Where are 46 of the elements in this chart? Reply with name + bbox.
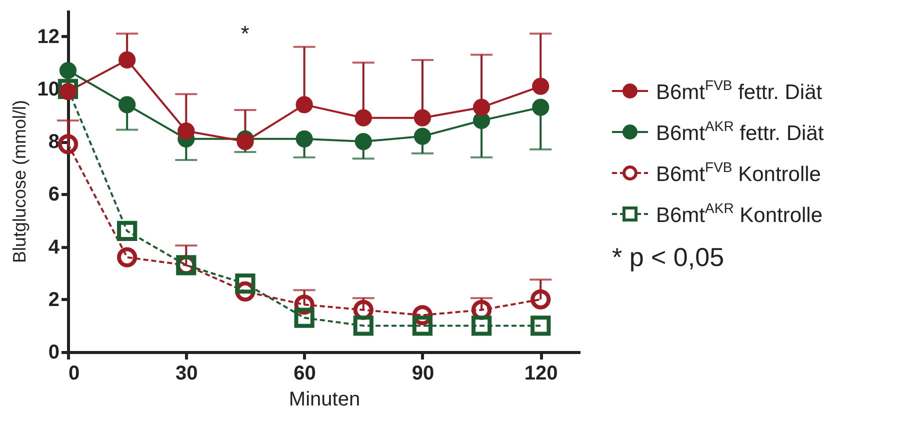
point <box>354 132 372 150</box>
point <box>472 98 490 116</box>
point <box>412 316 433 336</box>
y-tick-label: 6 <box>48 184 60 206</box>
point <box>235 274 256 294</box>
point <box>178 122 195 140</box>
x-tick-label: 90 <box>412 362 434 384</box>
point <box>471 316 492 336</box>
point <box>294 308 314 328</box>
y-tick-label: 4 <box>48 236 60 258</box>
y-tick-label: 10 <box>37 78 60 100</box>
point <box>59 62 77 80</box>
point <box>59 83 77 100</box>
point <box>58 78 78 99</box>
point <box>414 128 432 145</box>
y-tick-label: 8 <box>48 131 60 154</box>
legend-label: B6mt$^{FVB}$ fettr. Diät <box>656 76 822 104</box>
x-tick-label: 60 <box>294 362 316 384</box>
point <box>117 247 138 268</box>
text: * p < 0,05 <box>612 242 726 273</box>
legend-label: B6mt$^{AKR}$ Kontrolle <box>656 200 823 228</box>
point <box>296 96 313 114</box>
legend-label: B6mt$^{FVB}$ Kontrolle <box>656 158 821 186</box>
annotation: * <box>240 21 250 46</box>
y-tick-label: 12 <box>37 26 60 48</box>
point <box>354 109 372 126</box>
point <box>118 51 136 69</box>
x-tick-label: 120 <box>524 362 558 384</box>
point <box>532 78 550 95</box>
point <box>532 98 550 116</box>
y-tick-label: 2 <box>48 288 60 311</box>
x-tick-label: 0 <box>68 362 80 384</box>
point <box>58 134 78 154</box>
legend-label: B6mt$^{AKR}$ fettr. Diät <box>656 118 824 146</box>
x-axis-title: Minuten <box>288 388 360 410</box>
point <box>236 132 254 150</box>
point <box>117 220 138 242</box>
y-axis-title: Blutglucose (mmol/l) <box>9 100 30 264</box>
point <box>353 316 374 336</box>
point <box>530 289 551 310</box>
y-tick-label: 0 <box>48 342 60 364</box>
point <box>414 109 432 126</box>
point <box>118 96 136 114</box>
point <box>530 316 551 336</box>
x-tick-label: 30 <box>176 362 198 384</box>
point <box>296 130 313 148</box>
